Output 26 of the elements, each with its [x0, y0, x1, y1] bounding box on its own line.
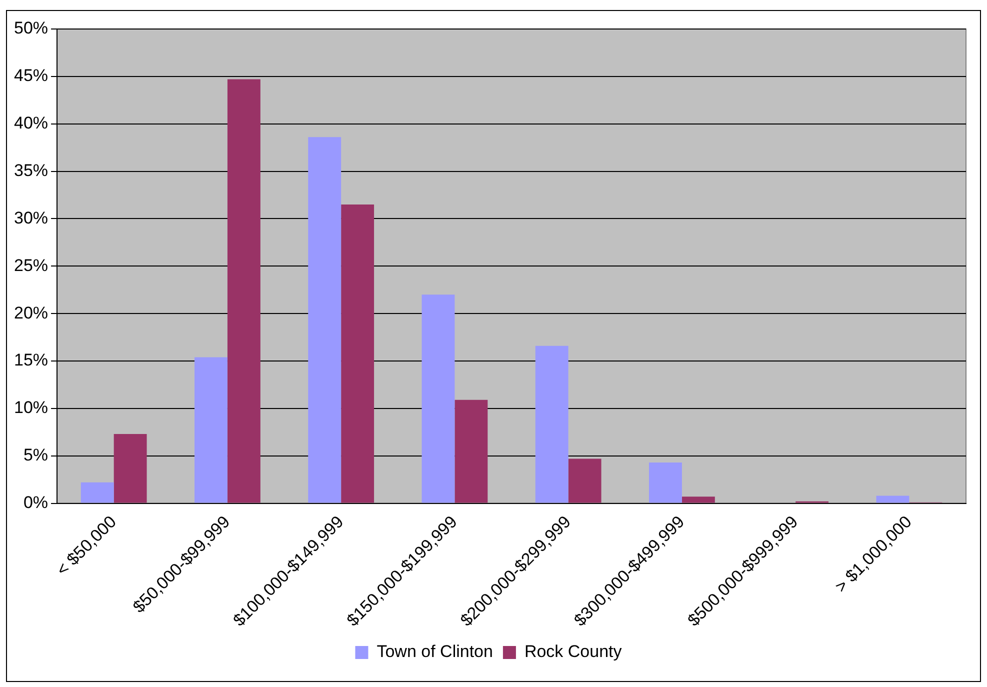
- y-tick-label: 20%: [14, 303, 48, 322]
- y-tick-label: 45%: [14, 66, 48, 86]
- bar: [80, 482, 114, 503]
- y-tick-label: 30%: [14, 208, 48, 228]
- y-tick-label: 50%: [14, 18, 48, 38]
- bar: [454, 400, 488, 503]
- bar: [876, 496, 910, 503]
- legend-label: Rock County: [524, 642, 622, 662]
- bar: [682, 496, 715, 503]
- y-tick-label: 15%: [14, 350, 48, 370]
- y-tick-label: 25%: [14, 256, 48, 275]
- y-tick-label: 40%: [14, 114, 48, 133]
- bar: [535, 346, 568, 503]
- y-tick-label: 10%: [14, 398, 48, 418]
- y-tick-label: 0%: [23, 492, 48, 512]
- bar: [648, 462, 682, 503]
- bar: [114, 434, 147, 503]
- y-tick-label: 35%: [14, 160, 48, 180]
- bar: [194, 357, 228, 503]
- y-tick-label: 5%: [23, 446, 48, 465]
- legend-label: Town of Clinton: [376, 642, 493, 662]
- bar: [568, 458, 602, 503]
- bar: [308, 137, 342, 503]
- bar: [227, 79, 260, 503]
- bar: [341, 204, 374, 503]
- bar: [422, 294, 455, 503]
